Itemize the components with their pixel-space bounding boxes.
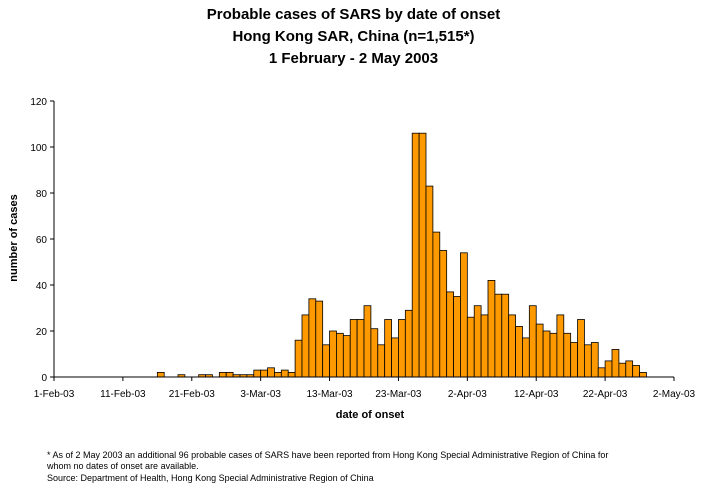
bar-25-Apr-03	[625, 360, 634, 378]
bar-24-Apr-03	[618, 362, 627, 378]
bar-14-Mar-03	[336, 332, 344, 378]
y-tick-label: 20	[36, 327, 48, 338]
bar-22-Mar-03	[391, 337, 399, 378]
bar-23-Mar-03	[398, 319, 406, 378]
x-tick-label: 12-Apr-03	[514, 389, 559, 400]
bar-10-Mar-03	[308, 298, 317, 378]
x-tick-label: 2-Apr-03	[448, 389, 487, 400]
bar-16-Apr-03	[563, 332, 572, 378]
bar-3-Mar-03	[260, 369, 268, 378]
bar-26-Feb-03	[225, 371, 234, 378]
bar-25-Mar-03	[411, 132, 420, 378]
chart-subtitle: Hong Kong SAR, China (n=1,515*)	[232, 28, 475, 45]
bar-9-Mar-03	[301, 314, 310, 378]
source-note: Source: Department of Health, Hong Kong …	[47, 473, 374, 483]
bar-12-Apr-03	[535, 323, 544, 378]
bar-5-Mar-03	[274, 371, 282, 378]
y-tick-label: 40	[36, 281, 48, 292]
x-tick-label: 2-May-03	[653, 389, 696, 400]
bar-26-Apr-03	[632, 365, 640, 378]
y-tick-label: 60	[36, 235, 48, 246]
bar-15-Apr-03	[556, 314, 565, 378]
bar-16-Feb-03	[156, 371, 165, 378]
x-tick-label: 3-Mar-03	[240, 389, 281, 400]
bar-23-Apr-03	[611, 348, 620, 378]
bar-7-Mar-03	[287, 371, 296, 378]
bar-26-Mar-03	[418, 132, 427, 378]
bar-7-Apr-03	[501, 293, 510, 378]
bar-15-Mar-03	[342, 335, 351, 378]
x-tick-label: 22-Apr-03	[583, 389, 628, 400]
footnote-line-2: whom no dates of onset are available.	[47, 461, 199, 471]
bar-28-Mar-03	[432, 231, 441, 378]
x-tick-label: 11-Feb-03	[100, 389, 146, 400]
bar-11-Apr-03	[528, 305, 537, 378]
bar-8-Mar-03	[294, 339, 303, 378]
bar-10-Apr-03	[522, 337, 530, 378]
bar-24-Mar-03	[404, 309, 413, 378]
bar-16-Mar-03	[349, 319, 358, 378]
bar-18-Apr-03	[577, 319, 585, 378]
bar-11-Mar-03	[315, 300, 324, 378]
x-tick-label: 1-Feb-03	[34, 389, 75, 400]
bar-1-Apr-03	[460, 252, 468, 378]
bar-6-Apr-03	[494, 293, 503, 378]
bar-22-Apr-03	[604, 360, 613, 378]
bar-4-Mar-03	[267, 367, 275, 378]
bar-27-Mar-03	[425, 185, 434, 378]
chart-date-range: 1 February - 2 May 2003	[268, 50, 439, 67]
y-tick-label: 120	[30, 97, 47, 108]
y-tick-label: 100	[30, 143, 47, 154]
bars-group	[156, 132, 647, 378]
bar-27-Apr-03	[639, 371, 647, 378]
footnote-line-1: * As of 2 May 2003 an additional 96 prob…	[47, 450, 609, 460]
bar-13-Apr-03	[542, 330, 551, 378]
bar-20-Apr-03	[590, 342, 599, 378]
bar-4-Apr-03	[480, 314, 489, 378]
bar-17-Mar-03	[356, 319, 365, 378]
x-axis-label: date of onset	[336, 409, 405, 421]
bar-18-Mar-03	[363, 305, 372, 378]
y-tick-label: 0	[41, 373, 47, 384]
bar-2-Apr-03	[466, 316, 475, 378]
chart-title: Probable cases of SARS by date of onset	[206, 6, 501, 23]
y-tick-label: 80	[36, 189, 48, 200]
bar-31-Mar-03	[453, 296, 461, 378]
bar-9-Apr-03	[515, 325, 523, 378]
bar-3-Apr-03	[473, 305, 482, 378]
bar-20-Mar-03	[377, 344, 386, 378]
bar-2-Mar-03	[253, 369, 262, 378]
sars-bar-chart: 0 20 40 60 80 100 120 1-Feb-03 11-Feb-03 21-Feb-…	[8, 97, 696, 421]
bar-13-Mar-03	[329, 330, 337, 378]
bar-21-Mar-03	[384, 319, 392, 378]
y-axis-label: number of cases	[8, 194, 20, 281]
x-tick-label: 23-Mar-03	[375, 389, 422, 400]
bar-29-Mar-03	[439, 250, 448, 378]
x-tick-label: 13-Mar-03	[306, 389, 353, 400]
bar-19-Apr-03	[584, 344, 592, 378]
bar-17-Apr-03	[570, 342, 578, 378]
bar-5-Apr-03	[487, 279, 496, 378]
bar-14-Apr-03	[549, 332, 558, 378]
bar-8-Apr-03	[508, 314, 516, 378]
bar-19-Mar-03	[370, 328, 379, 378]
bar-12-Mar-03	[322, 344, 330, 378]
bar-21-Apr-03	[597, 367, 606, 378]
bar-30-Mar-03	[446, 291, 454, 378]
x-tick-label: 21-Feb-03	[169, 389, 216, 400]
bar-25-Feb-03	[218, 371, 227, 378]
bar-6-Mar-03	[280, 369, 289, 378]
x-ticks-group: 1-Feb-03 11-Feb-03 21-Feb-03 3-Mar-03 13-Mar…	[34, 377, 696, 400]
y-ticks-group: 0 20 40 60 80 100 120	[30, 97, 54, 384]
